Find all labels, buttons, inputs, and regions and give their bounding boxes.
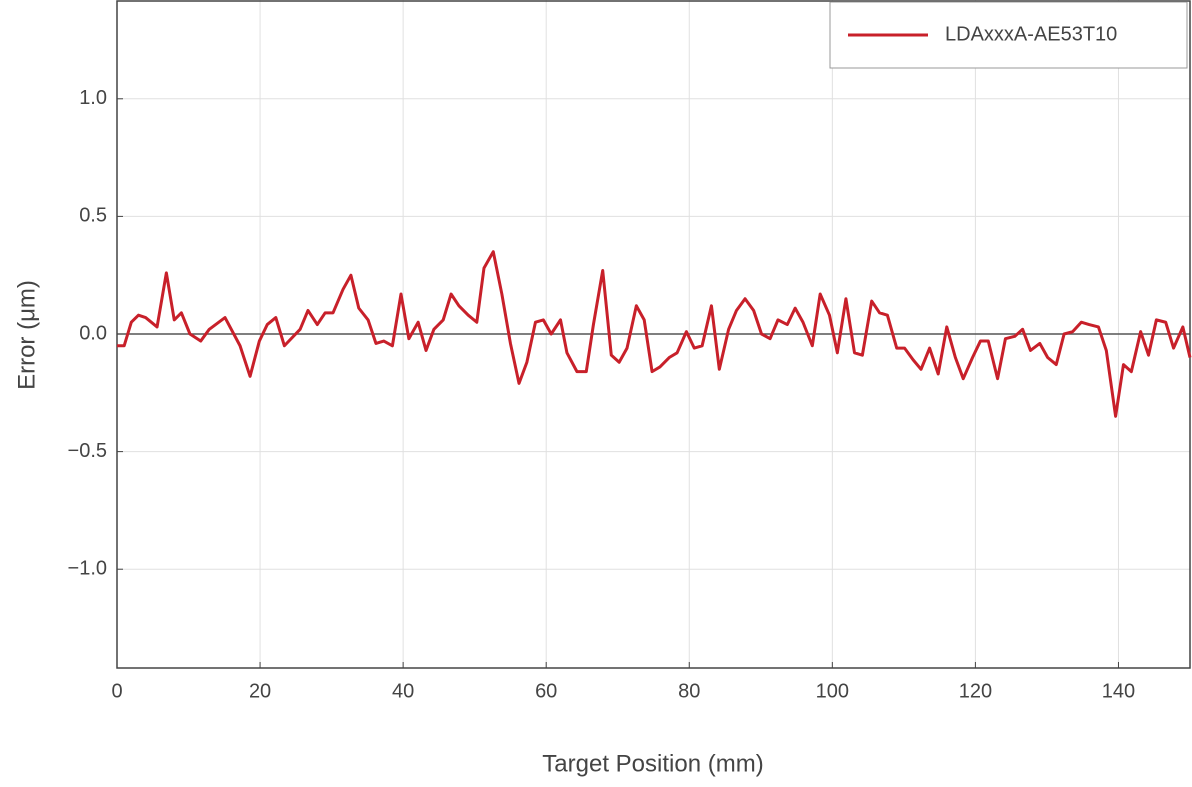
x-axis-label: Target Position (mm) bbox=[542, 750, 763, 777]
x-tick-label: 120 bbox=[959, 680, 992, 702]
x-tick-label: 40 bbox=[392, 680, 414, 702]
y-tick-label: −1.0 bbox=[68, 557, 107, 579]
x-tick-label: 80 bbox=[678, 680, 700, 702]
y-tick-label: 0.5 bbox=[79, 205, 107, 227]
legend-label: LDAxxxA-AE53T10 bbox=[945, 23, 1117, 45]
plot-frame bbox=[116, 0, 1191, 669]
y-tick-label: 0.0 bbox=[79, 322, 107, 344]
x-tick-label: 60 bbox=[535, 680, 557, 702]
data-line bbox=[117, 250, 1192, 418]
y-tick-label: 1.0 bbox=[79, 87, 107, 109]
x-tick-label: 0 bbox=[111, 680, 122, 702]
x-tick-label: 20 bbox=[249, 680, 271, 702]
y-axis-label: Error (μm) bbox=[13, 280, 40, 390]
y-tick-label: −0.5 bbox=[68, 440, 107, 462]
x-tick-label: 140 bbox=[1102, 680, 1135, 702]
x-tick-label: 100 bbox=[816, 680, 849, 702]
